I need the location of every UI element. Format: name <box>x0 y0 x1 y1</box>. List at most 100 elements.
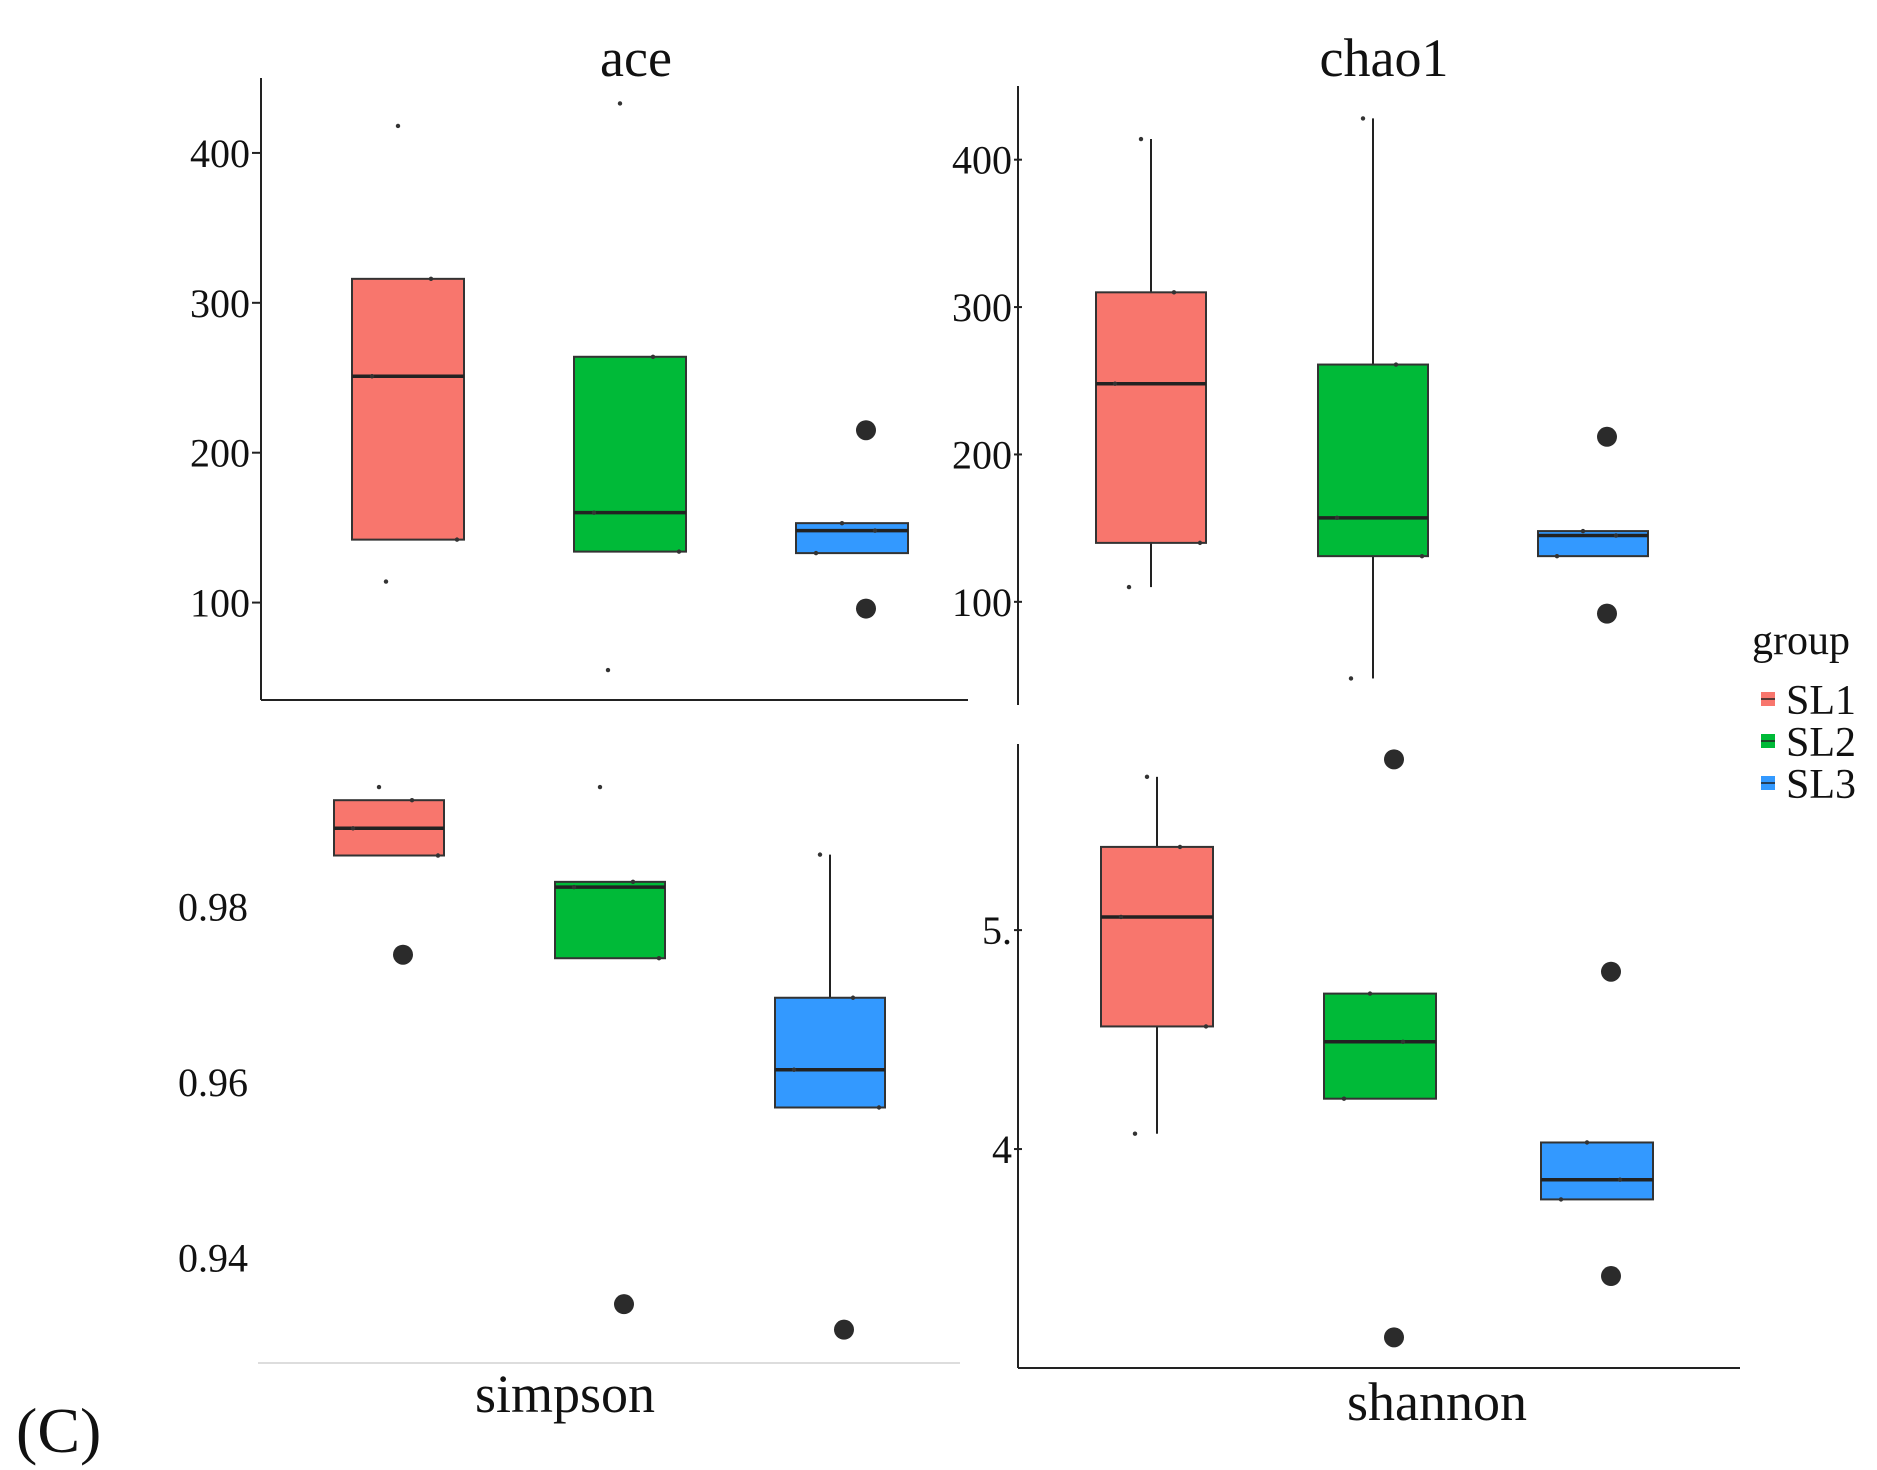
data-point-sl1 <box>1203 1024 1209 1029</box>
boxes-simpson <box>333 784 886 1340</box>
outlier-sl2 <box>1384 749 1404 770</box>
data-point-sl2 <box>1360 116 1366 121</box>
data-point-sl3 <box>1613 533 1619 538</box>
data-point-sl3 <box>850 995 856 1000</box>
outlier-sl2 <box>614 1294 634 1315</box>
y-ticks-shannon: 4 5. <box>982 908 1022 1172</box>
y-tick-label: 300 <box>190 281 250 326</box>
data-point-sl1 <box>454 537 460 542</box>
data-point-sl1 <box>1197 540 1203 546</box>
data-point-sl1 <box>1171 290 1177 295</box>
data-point-sl1 <box>350 826 356 831</box>
panel-ace: ace 100 200 300 400 <box>190 28 968 701</box>
data-point-sl2 <box>1400 1039 1406 1044</box>
y-tick-label: 0.98 <box>178 884 248 929</box>
data-point-sl2 <box>656 956 662 961</box>
data-point-sl1 <box>369 374 375 379</box>
outlier-sl1 <box>393 944 413 965</box>
outlier-sl3 <box>856 420 876 441</box>
data-point-sl3 <box>876 1105 882 1110</box>
box-sl3 <box>1540 1141 1654 1201</box>
data-point-sl1 <box>428 276 434 282</box>
legend-label-sl2: SL2 <box>1786 720 1856 766</box>
data-point-sl2 <box>617 101 623 106</box>
box-sl2 <box>1317 363 1429 558</box>
data-point-sl3 <box>872 528 878 533</box>
y-ticks-simpson: 0.94 0.96 0.98 <box>178 884 248 1280</box>
legend-title: group <box>1752 618 1850 664</box>
y-tick-label: 100 <box>952 580 1012 625</box>
data-point-sl2 <box>597 784 603 790</box>
boxes-ace <box>351 101 909 673</box>
data-point-sl2 <box>1393 362 1399 367</box>
data-point-sl3 <box>839 520 845 526</box>
data-point-sl2 <box>630 879 636 885</box>
y-tick-label: 100 <box>190 581 250 626</box>
boxes-chao1 <box>1095 116 1649 681</box>
panel-title-ace: ace <box>600 28 672 88</box>
data-point-sl1 <box>383 579 389 584</box>
data-point-sl1 <box>376 784 382 790</box>
data-point-sl2 <box>676 549 682 554</box>
data-point-sl2 <box>591 510 597 515</box>
panel-chao1: chao1 100 200 300 400 <box>952 28 1649 705</box>
outlier-sl3 <box>1601 961 1621 982</box>
data-point-sl3 <box>1554 553 1560 559</box>
outlier-sl2 <box>1384 1327 1404 1348</box>
data-point-sl1 <box>409 797 415 803</box>
data-point-sl3 <box>817 852 823 857</box>
data-point-sl1 <box>1144 774 1150 780</box>
outlier-sl3 <box>1597 603 1617 624</box>
data-point-sl2 <box>605 667 611 673</box>
y-tick-label: 5. <box>982 908 1012 953</box>
data-point-sl2 <box>650 354 656 359</box>
panel-title-chao1: chao1 <box>1320 28 1449 88</box>
panel-simpson: simpson 0.94 0.96 0.98 <box>178 784 960 1424</box>
outlier-sl3 <box>1597 426 1617 447</box>
data-point-sl2 <box>1348 676 1354 681</box>
data-point-sl3 <box>791 1067 797 1072</box>
y-tick-label: 200 <box>952 432 1012 477</box>
data-point-sl1 <box>1138 136 1144 142</box>
box-sl2 <box>1323 992 1437 1100</box>
box-sl1 <box>1100 845 1214 1028</box>
y-tick-label: 200 <box>190 431 250 476</box>
panel-title-shannon: shannon <box>1347 1372 1527 1432</box>
legend-label-sl1: SL1 <box>1786 678 1856 724</box>
outlier-sl3 <box>856 598 876 619</box>
y-ticks-chao1: 100 200 300 400 <box>952 138 1022 625</box>
box-sl3 <box>795 522 909 555</box>
legend-label-sl3: SL3 <box>1786 762 1856 808</box>
data-point-sl3 <box>813 550 819 556</box>
data-point-sl1 <box>1177 844 1183 850</box>
data-point-sl2 <box>1334 515 1340 521</box>
panel-title-simpson: simpson <box>475 1364 655 1424</box>
box-sl2 <box>554 880 666 960</box>
outlier-sl3 <box>1601 1266 1621 1287</box>
data-point-sl1 <box>1126 584 1132 590</box>
data-point-sl2 <box>1341 1096 1347 1101</box>
y-tick-label: 400 <box>952 138 1012 183</box>
y-tick-label: 400 <box>190 131 250 176</box>
box-sl3 <box>774 996 886 1109</box>
data-point-sl1 <box>395 123 401 129</box>
data-point-sl3 <box>1558 1197 1564 1202</box>
data-point-sl1 <box>1132 1131 1138 1136</box>
y-tick-label: 4 <box>992 1127 1012 1172</box>
box-sl1 <box>351 277 465 541</box>
data-point-sl3 <box>1584 1140 1590 1145</box>
outlier-sl3 <box>834 1319 854 1340</box>
data-point-sl3 <box>1617 1177 1623 1182</box>
box-sl1 <box>1095 291 1207 544</box>
data-point-sl1 <box>1118 914 1124 920</box>
data-point-sl2 <box>1419 553 1425 559</box>
data-point-sl1 <box>1112 381 1118 386</box>
y-tick-label: 0.94 <box>178 1236 248 1281</box>
data-point-sl2 <box>1367 991 1373 996</box>
figure-label: (C) <box>16 1395 101 1466</box>
panel-shannon: shannon 4 5. <box>982 744 1740 1432</box>
y-ticks-ace: 100 200 300 400 <box>190 131 260 626</box>
